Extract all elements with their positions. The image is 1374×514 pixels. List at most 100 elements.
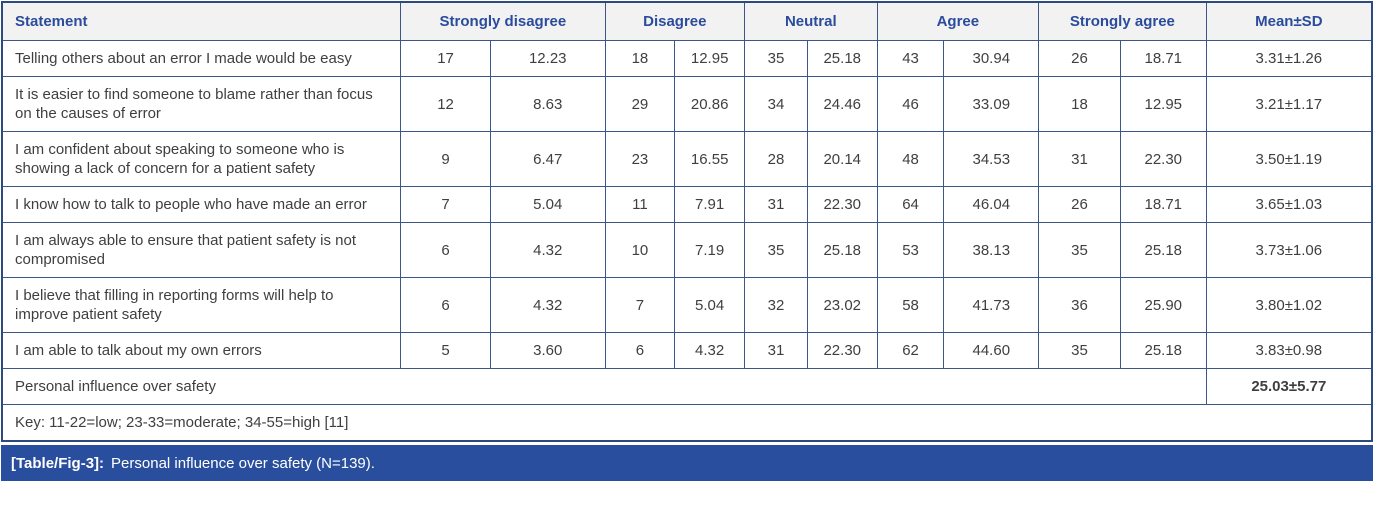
mean-cell: 3.83±0.98 <box>1205 332 1373 369</box>
percent-cell: 12.95 <box>1119 76 1207 132</box>
table-row: Telling others about an error I made wou… <box>1 40 1373 77</box>
count-cell: 26 <box>1038 186 1121 223</box>
count-cell: 29 <box>604 76 676 132</box>
table-row: I know how to talk to people who have ma… <box>1 186 1373 223</box>
count-cell: 7 <box>400 186 491 223</box>
count-cell: 7 <box>604 277 676 333</box>
count-cell: 62 <box>876 332 945 369</box>
col-header-disagree: Disagree <box>604 1 746 41</box>
percent-cell: 25.18 <box>1119 332 1207 369</box>
count-cell: 5 <box>400 332 491 369</box>
table-row: I am able to talk about my own errors 5 3.… <box>1 332 1373 369</box>
mean-cell: 3.80±1.02 <box>1205 277 1373 333</box>
percent-cell: 23.02 <box>806 277 878 333</box>
percent-cell: 16.55 <box>674 131 746 187</box>
mean-cell: 3.65±1.03 <box>1205 186 1373 223</box>
count-cell: 31 <box>1038 131 1121 187</box>
mean-cell: 3.31±1.26 <box>1205 40 1373 77</box>
key-row: Key: 11-22=low; 23-33=moderate; 34-55=hi… <box>1 404 1373 442</box>
mean-cell: 3.50±1.19 <box>1205 131 1373 187</box>
col-header-strongly-disagree: Strongly disagree <box>400 1 606 41</box>
count-cell: 36 <box>1038 277 1121 333</box>
statement-cell: I am able to talk about my own errors <box>1 332 402 369</box>
table-row: It is easier to find someone to blame ra… <box>1 76 1373 132</box>
percent-cell: 44.60 <box>943 332 1040 369</box>
count-cell: 23 <box>604 131 676 187</box>
table-figure: Statement Strongly disagree Disagree Neu… <box>1 1 1373 481</box>
statement-cell: Telling others about an error I made wou… <box>1 40 402 77</box>
percent-cell: 22.30 <box>806 332 878 369</box>
mean-cell: 3.21±1.17 <box>1205 76 1373 132</box>
col-header-agree: Agree <box>876 1 1040 41</box>
col-header-statement: Statement <box>1 1 402 41</box>
statement-cell: It is easier to find someone to blame ra… <box>1 76 402 132</box>
count-cell: 58 <box>876 277 945 333</box>
count-cell: 6 <box>400 222 491 278</box>
percent-cell: 18.71 <box>1119 186 1207 223</box>
count-cell: 10 <box>604 222 676 278</box>
percent-cell: 12.23 <box>489 40 606 77</box>
percent-cell: 20.86 <box>674 76 746 132</box>
percent-cell: 38.13 <box>943 222 1040 278</box>
count-cell: 35 <box>1038 222 1121 278</box>
count-cell: 9 <box>400 131 491 187</box>
percent-cell: 41.73 <box>943 277 1040 333</box>
percent-cell: 22.30 <box>1119 131 1207 187</box>
percent-cell: 4.32 <box>489 277 606 333</box>
count-cell: 32 <box>744 277 808 333</box>
count-cell: 53 <box>876 222 945 278</box>
count-cell: 48 <box>876 131 945 187</box>
key-cell: Key: 11-22=low; 23-33=moderate; 34-55=hi… <box>1 404 1373 442</box>
table-row: I am confident about speaking to someone… <box>1 131 1373 187</box>
percent-cell: 33.09 <box>943 76 1040 132</box>
percent-cell: 18.71 <box>1119 40 1207 77</box>
count-cell: 46 <box>876 76 945 132</box>
count-cell: 35 <box>744 40 808 77</box>
percent-cell: 34.53 <box>943 131 1040 187</box>
table-caption: [Table/Fig-3]: Personal influence over s… <box>1 445 1373 481</box>
count-cell: 11 <box>604 186 676 223</box>
caption-text: Personal influence over safety (N=139). <box>111 454 375 472</box>
percent-cell: 24.46 <box>806 76 878 132</box>
count-cell: 43 <box>876 40 945 77</box>
percent-cell: 5.04 <box>489 186 606 223</box>
count-cell: 6 <box>604 332 676 369</box>
percent-cell: 7.91 <box>674 186 746 223</box>
summary-rows: Personal influence over safety 25.03±5.7… <box>1 368 1373 442</box>
statement-cell: I believe that filling in reporting form… <box>1 277 402 333</box>
summary-mean-cell: 25.03±5.77 <box>1205 368 1373 405</box>
count-cell: 28 <box>744 131 808 187</box>
mean-cell: 3.73±1.06 <box>1205 222 1373 278</box>
table-row: I believe that filling in reporting form… <box>1 277 1373 333</box>
percent-cell: 7.19 <box>674 222 746 278</box>
percent-cell: 22.30 <box>806 186 878 223</box>
percent-cell: 5.04 <box>674 277 746 333</box>
count-cell: 64 <box>876 186 945 223</box>
percent-cell: 30.94 <box>943 40 1040 77</box>
statement-cell: I am always able to ensure that patient … <box>1 222 402 278</box>
count-cell: 26 <box>1038 40 1121 77</box>
count-cell: 31 <box>744 186 808 223</box>
percent-cell: 8.63 <box>489 76 606 132</box>
percent-cell: 25.18 <box>806 222 878 278</box>
count-cell: 31 <box>744 332 808 369</box>
table-row: I am always able to ensure that patient … <box>1 222 1373 278</box>
percent-cell: 4.32 <box>674 332 746 369</box>
statement-cell: I am confident about speaking to someone… <box>1 131 402 187</box>
likert-table: Statement Strongly disagree Disagree Neu… <box>1 1 1373 442</box>
caption-tag: [Table/Fig-3]: <box>11 454 105 472</box>
percent-cell: 25.18 <box>1119 222 1207 278</box>
col-header-neutral: Neutral <box>744 1 878 41</box>
percent-cell: 25.18 <box>806 40 878 77</box>
count-cell: 12 <box>400 76 491 132</box>
percent-cell: 46.04 <box>943 186 1040 223</box>
count-cell: 34 <box>744 76 808 132</box>
count-cell: 35 <box>744 222 808 278</box>
col-header-mean-sd: Mean±SD <box>1205 1 1373 41</box>
percent-cell: 20.14 <box>806 131 878 187</box>
percent-cell: 12.95 <box>674 40 746 77</box>
summary-label-cell: Personal influence over safety <box>1 368 1207 405</box>
summary-row: Personal influence over safety 25.03±5.7… <box>1 368 1373 405</box>
statement-rows: Telling others about an error I made wou… <box>1 40 1373 369</box>
header-row: Statement Strongly disagree Disagree Neu… <box>1 1 1373 41</box>
